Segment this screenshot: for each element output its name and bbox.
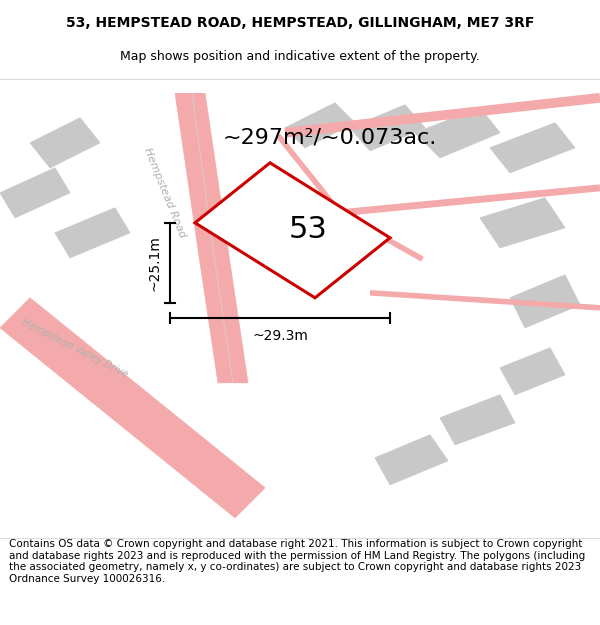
Polygon shape xyxy=(415,107,500,158)
Polygon shape xyxy=(0,168,70,217)
Polygon shape xyxy=(350,105,425,151)
Polygon shape xyxy=(510,275,580,328)
Text: Map shows position and indicative extent of the property.: Map shows position and indicative extent… xyxy=(120,50,480,62)
Polygon shape xyxy=(195,162,390,298)
Polygon shape xyxy=(500,348,565,395)
Polygon shape xyxy=(440,395,515,445)
Text: 53, HEMPSTEAD ROAD, HEMPSTEAD, GILLINGHAM, ME7 3RF: 53, HEMPSTEAD ROAD, HEMPSTEAD, GILLINGHA… xyxy=(66,16,534,31)
Polygon shape xyxy=(480,198,565,248)
Text: ~29.3m: ~29.3m xyxy=(252,329,308,342)
Polygon shape xyxy=(0,298,265,518)
Polygon shape xyxy=(55,208,130,258)
Text: 53: 53 xyxy=(289,215,328,244)
Polygon shape xyxy=(200,262,248,382)
Text: ~297m²/~0.073ac.: ~297m²/~0.073ac. xyxy=(223,128,437,148)
Polygon shape xyxy=(175,92,230,262)
Polygon shape xyxy=(285,102,355,148)
Text: Hempstead Road: Hempstead Road xyxy=(142,146,188,239)
Text: Contains OS data © Crown copyright and database right 2021. This information is : Contains OS data © Crown copyright and d… xyxy=(9,539,585,584)
Polygon shape xyxy=(490,122,575,172)
Text: ~25.1m: ~25.1m xyxy=(148,235,162,291)
Polygon shape xyxy=(375,435,448,485)
Text: Hempstead Valley Drive: Hempstead Valley Drive xyxy=(20,317,130,379)
Polygon shape xyxy=(30,118,100,168)
